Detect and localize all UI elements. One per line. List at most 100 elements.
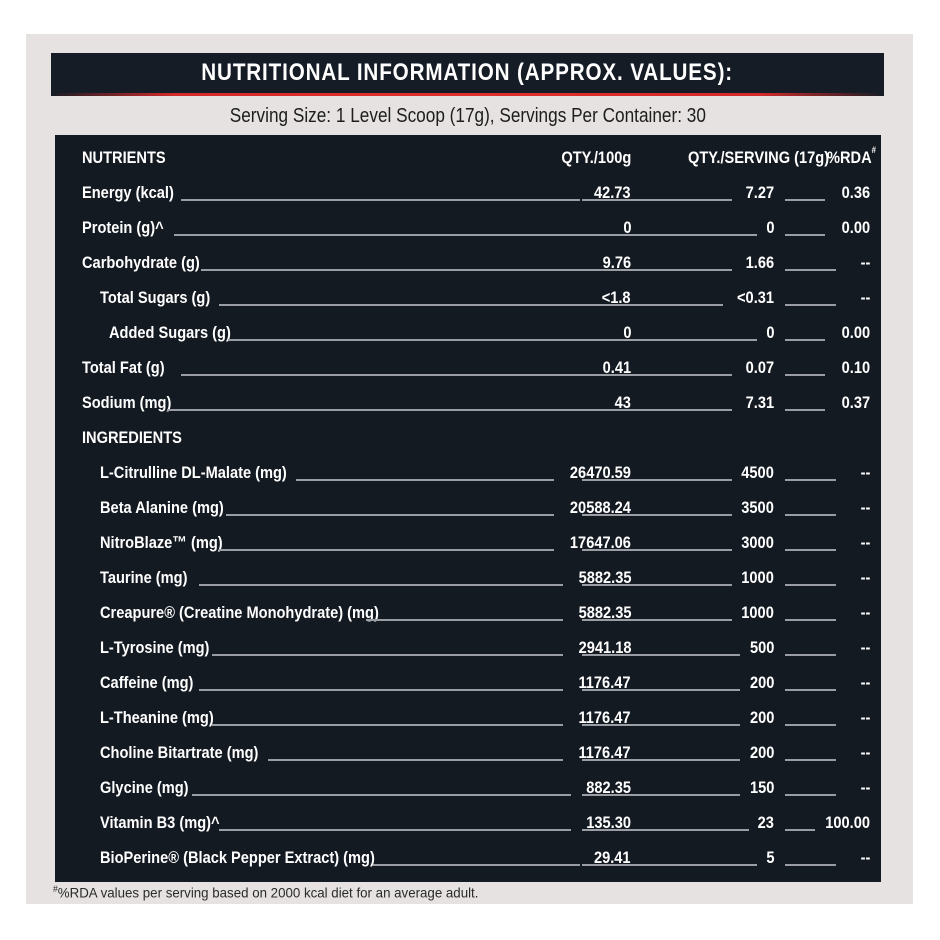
leader-line — [785, 234, 825, 236]
row-name: L-Tyrosine (mg) — [100, 638, 210, 657]
rda-value: -- — [860, 638, 870, 657]
row-name: Carbohydrate (g) — [82, 253, 200, 272]
qty-per-100g: 9.76 — [602, 253, 631, 272]
qty-per-serving: 3000 — [741, 533, 774, 552]
rda-value: -- — [860, 533, 870, 552]
leader-line — [785, 374, 825, 376]
row-name: Taurine (mg) — [100, 568, 188, 587]
leader-line — [785, 199, 825, 201]
table-header-row: NUTRIENTS QTY./100g QTY./SERVING (17g) %… — [55, 140, 881, 175]
leader-line — [582, 794, 740, 796]
leader-line — [199, 584, 563, 586]
rda-value: 0.37 — [841, 393, 870, 412]
col-header-rda: %RDA# — [827, 140, 876, 175]
page-title: NUTRITIONAL INFORMATION (APPROX. VALUES)… — [201, 58, 734, 86]
rda-value: -- — [860, 288, 870, 307]
rda-value: 0.00 — [841, 218, 870, 237]
row-name: Vitamin B3 (mg)^ — [100, 813, 220, 832]
nutrient-row: Protein (g)^ 0 0 0.00 — [55, 210, 881, 245]
leader-line — [582, 339, 757, 341]
ingredients-heading-row: INGREDIENTS — [55, 420, 881, 455]
row-name: Energy (kcal) — [82, 183, 174, 202]
qty-per-100g: 17647.06 — [570, 533, 631, 552]
qty-per-100g: 20588.24 — [570, 498, 631, 517]
ingredient-row: Beta Alanine (mg) 20588.24 3500 -- — [55, 490, 881, 525]
qty-per-100g: 0.41 — [602, 358, 631, 377]
leader-line — [373, 864, 580, 866]
qty-per-serving: 0 — [765, 323, 774, 342]
qty-per-100g: 5882.35 — [578, 568, 631, 587]
qty-per-serving: 5 — [765, 848, 774, 867]
qty-per-100g: 882.35 — [586, 778, 631, 797]
rda-value: -- — [860, 708, 870, 727]
leader-line — [785, 409, 825, 411]
qty-per-100g: 0 — [622, 323, 631, 342]
qty-per-serving: 4500 — [741, 463, 774, 482]
leader-line — [785, 514, 836, 516]
leader-line — [167, 409, 606, 411]
qty-per-serving: 1000 — [741, 568, 774, 587]
qty-per-100g: 26470.59 — [570, 463, 631, 482]
leader-line — [785, 689, 836, 691]
leader-line — [582, 829, 749, 831]
qty-per-serving: 500 — [749, 638, 774, 657]
leader-line — [582, 549, 732, 551]
leader-line — [181, 374, 589, 376]
leader-line — [226, 514, 554, 516]
nutrient-row: Total Fat (g) 0.41 0.07 0.10 — [55, 350, 881, 385]
ingredients-heading: INGREDIENTS — [82, 428, 182, 447]
footnote: #%RDA values per serving based on 2000 k… — [53, 884, 478, 901]
row-name: Choline Bitartrate (mg) — [100, 743, 259, 762]
nutrition-table: NUTRIENTS QTY./100g QTY./SERVING (17g) %… — [55, 135, 881, 882]
rda-value: 0.00 — [841, 323, 870, 342]
rda-value: -- — [860, 778, 870, 797]
qty-per-100g: 0 — [622, 218, 631, 237]
leader-line — [582, 409, 732, 411]
leader-line — [582, 584, 732, 586]
qty-per-serving: 0.07 — [745, 358, 774, 377]
leader-line — [219, 829, 571, 831]
leader-line — [582, 514, 732, 516]
serving-info-text: Serving Size: 1 Level Scoop (17g), Servi… — [229, 104, 706, 127]
row-name: Glycine (mg) — [100, 778, 189, 797]
leader-line — [582, 199, 732, 201]
rda-value: -- — [860, 568, 870, 587]
qty-per-100g: <1.8 — [602, 288, 631, 307]
qty-per-serving: 3500 — [741, 498, 774, 517]
leader-line — [201, 269, 589, 271]
leader-line — [785, 654, 836, 656]
leader-line — [785, 759, 836, 761]
leader-line — [199, 689, 563, 691]
row-name: Total Fat (g) — [82, 358, 165, 377]
qty-per-100g: 2941.18 — [578, 638, 631, 657]
leader-line — [785, 304, 836, 306]
row-name: Protein (g)^ — [82, 218, 164, 237]
qty-per-serving: 0 — [765, 218, 774, 237]
rda-value: -- — [860, 463, 870, 482]
col-header-nutrients: NUTRIENTS — [82, 148, 166, 167]
qty-per-serving: <0.31 — [737, 288, 774, 307]
rda-footnote-mark: # — [871, 145, 876, 155]
ingredient-row: NitroBlaze™ (mg) 17647.06 3000 -- — [55, 525, 881, 560]
row-name: Total Sugars (g) — [100, 288, 211, 307]
nutrient-row: Energy (kcal) 42.73 7.27 0.36 — [55, 175, 881, 210]
leader-line — [174, 234, 614, 236]
rda-value: -- — [860, 603, 870, 622]
ingredient-row: Vitamin B3 (mg)^ 135.30 23 100.00 — [55, 805, 881, 840]
row-name: NitroBlaze™ (mg) — [100, 533, 223, 552]
rda-value: -- — [860, 498, 870, 517]
rda-value: 100.00 — [825, 813, 870, 832]
ingredient-row: Creapure® (Creatine Monohydrate) (mg) 588… — [55, 595, 881, 630]
nutrient-row: Total Sugars (g) <1.8 <0.31 -- — [55, 280, 881, 315]
qty-per-serving: 1000 — [741, 603, 774, 622]
leader-line — [296, 479, 554, 481]
leader-line — [785, 549, 836, 551]
leader-line — [582, 304, 723, 306]
leader-line — [228, 339, 614, 341]
row-name: L-Theanine (mg) — [100, 708, 214, 727]
qty-per-100g: 1176.47 — [578, 673, 631, 692]
leader-line — [582, 374, 732, 376]
leader-line — [192, 794, 571, 796]
leader-line — [785, 864, 836, 866]
rda-value: -- — [860, 673, 870, 692]
